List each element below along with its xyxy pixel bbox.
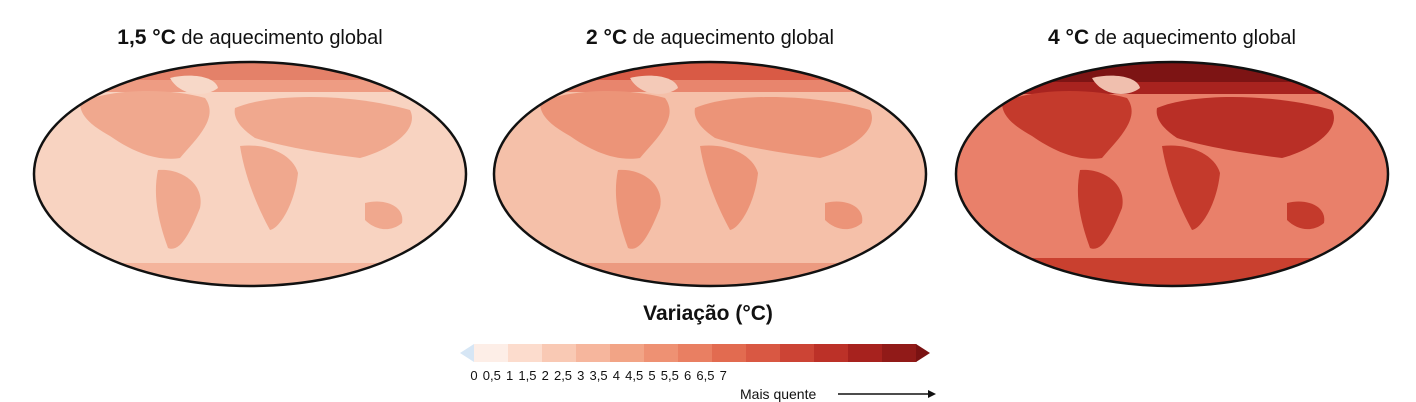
colorbar-segment	[678, 344, 713, 362]
map-border	[492, 60, 928, 288]
map-border	[32, 60, 468, 288]
colorbar-tick-label: 6	[683, 368, 692, 383]
australia	[1287, 201, 1325, 230]
colorbar-tip-high	[916, 344, 930, 362]
greenland	[630, 75, 678, 94]
africa	[700, 145, 758, 230]
north-america	[1002, 91, 1132, 159]
colorbar-segment	[542, 344, 577, 362]
colorbar-segment	[644, 344, 679, 362]
greenland	[1092, 75, 1140, 94]
africa	[1162, 145, 1220, 230]
world-map	[954, 60, 1390, 288]
colorbar-tick-label: 1,5	[518, 368, 537, 383]
eurasia	[1156, 96, 1334, 158]
map-panel-4c: 4 °C de aquecimento global	[952, 0, 1392, 290]
warmer-label: Mais quente	[740, 386, 817, 402]
panel-title-warming: 1,5 °C	[117, 26, 176, 49]
panel-title: 2 °C de aquecimento global	[490, 26, 930, 50]
colorbar-ticks: 0 0,5 1 1,5 2 2,5 3 3,5 4 4,5 5 5,5 6 6,5 7	[0, 368, 1416, 384]
colorbar-segment	[746, 344, 781, 362]
map-panel-1-5c: 1,5 °C de aquecimento global	[30, 0, 470, 290]
colorbar-segment	[474, 344, 509, 362]
colorbar	[460, 344, 930, 362]
australia	[365, 201, 403, 230]
colorbar-tick-label: 1	[505, 368, 514, 383]
panel-title-warming: 4 °C	[1048, 26, 1090, 49]
world-map	[32, 60, 468, 288]
panel-title: 1,5 °C de aquecimento global	[30, 26, 470, 50]
panel-title-warming: 2 °C	[586, 26, 628, 49]
colorbar-segment	[848, 344, 883, 362]
colorbar-tick-label: 0	[470, 368, 478, 383]
colorbar-segment	[814, 344, 849, 362]
world-map	[492, 60, 928, 288]
legend-title: Variação (°C)	[643, 302, 773, 325]
eurasia	[234, 96, 412, 158]
colorbar-tick-label: 0,5	[482, 368, 501, 383]
colorbar-segment	[576, 344, 611, 362]
colorbar-tick-label: 5	[648, 368, 656, 383]
panel-title-text: de aquecimento global	[1089, 27, 1296, 49]
colorbar-tick-label: 3	[577, 368, 585, 383]
colorbar-tick-label: 3,5	[589, 368, 608, 383]
panel-title-text: de aquecimento global	[627, 27, 834, 49]
colorbar-tick-label: 6,5	[696, 368, 715, 383]
south-america	[1077, 169, 1123, 249]
colorbar-tip-low	[460, 344, 474, 362]
warmer-arrow-icon	[838, 390, 936, 398]
south-america	[615, 169, 661, 249]
colorbar-segment	[780, 344, 815, 362]
north-america	[540, 91, 670, 159]
colorbar-segment	[610, 344, 645, 362]
greenland	[170, 75, 218, 94]
colorbar-tick-label: 2	[541, 368, 549, 383]
panel-title-text: de aquecimento global	[175, 27, 383, 49]
colorbar-tick-label: 7	[719, 368, 727, 383]
map-border	[954, 60, 1390, 288]
map-panel-2c: 2 °C de aquecimento global	[490, 0, 930, 290]
south-america	[155, 169, 201, 249]
colorbar-tick-label: 4	[612, 368, 621, 383]
colorbar-segment	[508, 344, 543, 362]
colorbar-tick-label: 4,5	[625, 368, 644, 383]
eurasia	[694, 96, 872, 158]
panel-title: 4 °C de aquecimento global	[952, 26, 1392, 50]
australia	[825, 201, 863, 230]
colorbar-segment	[712, 344, 747, 362]
colorbar-segment	[882, 344, 917, 362]
colorbar-tick-label: 2,5	[553, 368, 573, 383]
north-america	[80, 91, 210, 159]
africa	[240, 145, 298, 230]
colorbar-tick-label: 5,5	[660, 368, 679, 383]
